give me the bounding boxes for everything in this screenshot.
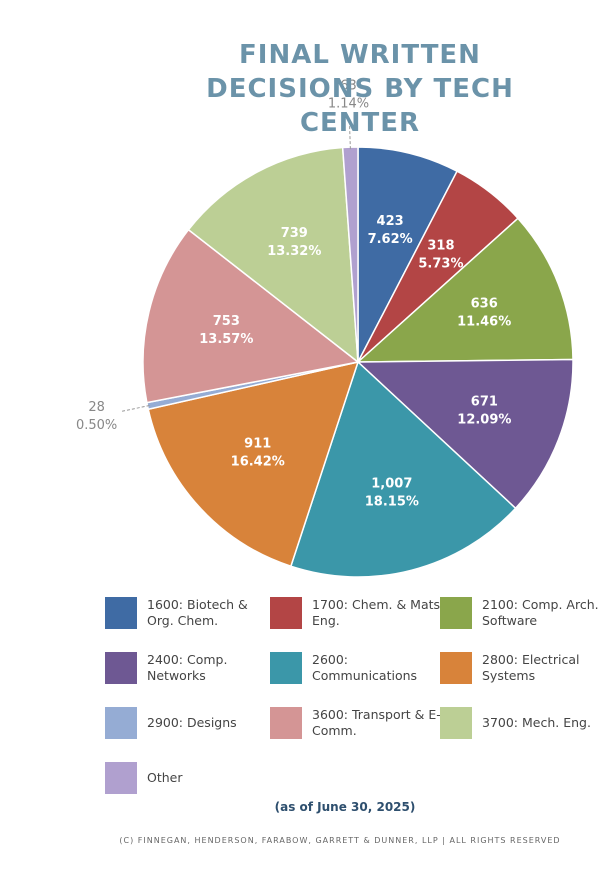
- legend-item: 2800: Electrical Systems: [440, 652, 600, 684]
- legend-item: 2100: Comp. Arch. & Software: [440, 597, 600, 629]
- legend-item: 1700: Chem. & Mats. Eng.: [270, 597, 447, 629]
- legend-swatch: [440, 597, 472, 629]
- pie-slice: [187, 146, 359, 364]
- percent-label: 5.73%: [418, 256, 463, 271]
- value-label: 739: [281, 226, 308, 241]
- leader-line: [348, 119, 351, 150]
- value-label: 911: [244, 437, 271, 452]
- legend-item: 3700: Mech. Eng.: [440, 707, 600, 739]
- leader-line: [120, 405, 150, 413]
- legend-item: 2900: Designs: [105, 707, 272, 739]
- percent-label: 13.32%: [267, 244, 321, 259]
- pie-slice: [289, 360, 517, 578]
- legend-item: 2400: Comp. Networks: [105, 652, 272, 684]
- legend-label: 2600: Communications: [312, 652, 418, 683]
- legend-label: 2100: Comp. Arch. & Software: [482, 597, 600, 628]
- legend-swatch: [105, 597, 137, 629]
- legend-item: Other: [105, 762, 272, 794]
- legend-item: 3600: Transport & E-Comm.: [270, 707, 447, 739]
- percent-label: 1.14%: [328, 97, 369, 112]
- value-label: 63: [340, 79, 357, 94]
- percent-label: 16.42%: [231, 455, 285, 470]
- legend-label: Other: [147, 770, 183, 785]
- percent-label: 18.15%: [365, 495, 419, 510]
- percent-label: 11.46%: [457, 314, 511, 329]
- value-label: 318: [427, 238, 454, 253]
- percent-label: 0.50%: [76, 418, 117, 433]
- chart-subtitle: (as of June 30, 2025): [274, 800, 416, 814]
- legend-swatch: [105, 707, 137, 739]
- legend-swatch: [440, 652, 472, 684]
- legend-label: 2800: Electrical Systems: [482, 652, 580, 683]
- value-label: 753: [213, 314, 240, 329]
- legend-item: 1600: Biotech & Org. Chem.: [105, 597, 272, 629]
- chart-title: FINAL WRITTEN DECISIONS BY TECH CENTER: [206, 40, 514, 138]
- legend-label: 2900: Designs: [147, 715, 237, 730]
- legend-swatch: [270, 707, 302, 739]
- legend-label: 1700: Chem. & Mats. Eng.: [312, 597, 445, 628]
- legend-label: 3700: Mech. Eng.: [482, 715, 591, 730]
- legend-label: 3600: Transport & E-Comm.: [312, 707, 441, 738]
- value-label: 28: [88, 400, 105, 415]
- pie-slice: [356, 358, 574, 510]
- pie-slice: [356, 217, 574, 363]
- value-label: 423: [377, 214, 404, 229]
- value-label: 636: [471, 296, 498, 311]
- pie-slice: [357, 146, 459, 363]
- pie-slice: [142, 228, 360, 404]
- percent-label: 13.57%: [199, 332, 253, 347]
- percent-label: 7.62%: [368, 232, 413, 247]
- value-label: 671: [471, 394, 498, 409]
- value-label: 1,007: [371, 477, 412, 492]
- legend-swatch: [270, 597, 302, 629]
- legend-swatch: [105, 762, 137, 794]
- legend-swatch: [105, 652, 137, 684]
- legend-swatch: [270, 652, 302, 684]
- legend-label: 1600: Biotech & Org. Chem.: [147, 597, 248, 628]
- pie-slice: [147, 360, 360, 568]
- legend-swatch: [440, 707, 472, 739]
- footer: (C) FINNEGAN, HENDERSON, FARABOW, GARRET…: [119, 836, 561, 845]
- percent-label: 12.09%: [457, 412, 511, 427]
- legend-item: 2600: Communications: [270, 652, 447, 684]
- legend-label: 2400: Comp. Networks: [147, 652, 228, 683]
